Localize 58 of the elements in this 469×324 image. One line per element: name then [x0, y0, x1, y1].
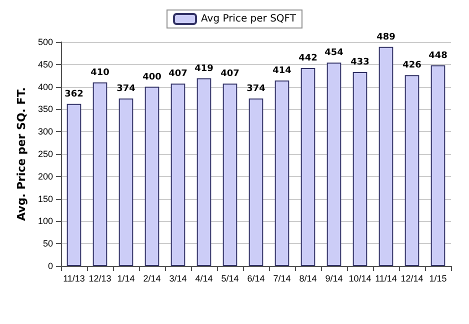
bar: [170, 84, 186, 266]
bar: [196, 78, 212, 266]
data-label: 407: [168, 69, 188, 80]
data-label: 442: [298, 53, 318, 64]
x-tick-label: 9/14: [325, 274, 343, 284]
data-label: 448: [428, 50, 448, 61]
data-label: 362: [64, 89, 84, 100]
data-label: 407: [220, 69, 240, 80]
y-tick-label: 450: [38, 59, 53, 70]
x-tick-label: 6/14: [247, 274, 265, 284]
y-tick-label: 100: [38, 216, 53, 226]
bar: [92, 82, 108, 266]
data-label: 374: [246, 84, 266, 94]
y-tick-label: 150: [38, 194, 53, 204]
y-tick-label: 350: [38, 104, 53, 114]
x-tick-label: 11/14: [375, 274, 397, 284]
y-axis-title: Avg. Price per SQ. FT.: [15, 87, 28, 221]
y-tick-label: 400: [38, 82, 53, 92]
x-tick-label: 3/14: [169, 274, 187, 284]
data-label: 426: [402, 60, 422, 71]
bar: [248, 98, 264, 266]
bar: [404, 75, 420, 266]
data-label: 414: [272, 66, 292, 76]
bar: [430, 65, 446, 266]
x-tick-label: 2/14: [143, 274, 161, 284]
bar: [118, 98, 134, 266]
bar: [300, 68, 316, 266]
x-tick-label: 4/14: [195, 274, 213, 284]
x-tick-label: 8/14: [299, 274, 317, 284]
bar: [352, 72, 368, 266]
x-tick-label: 10/14: [348, 274, 372, 284]
bar: [66, 104, 82, 266]
x-tick-label: 12/14: [400, 274, 424, 284]
data-label: 374: [116, 84, 136, 94]
data-label: 400: [142, 72, 162, 82]
y-tick-label: 300: [38, 126, 53, 137]
data-label: 419: [194, 64, 214, 74]
y-tick-label: 250: [38, 149, 53, 159]
x-tick-label: 7/14: [273, 274, 291, 284]
x-tick-label: 1/15: [429, 274, 447, 284]
bar: [274, 80, 290, 266]
y-tick-label: 200: [38, 171, 53, 182]
bar: [326, 62, 342, 266]
data-label: 410: [90, 68, 110, 78]
bar: [144, 86, 160, 266]
data-label: 433: [350, 58, 370, 68]
y-tick-label: 500: [38, 37, 53, 47]
y-tick-label: 0: [48, 261, 53, 271]
data-label: 454: [324, 48, 344, 58]
x-tick-label: 1/14: [117, 274, 135, 284]
y-tick-label: 50: [42, 238, 53, 249]
bar: [378, 46, 394, 266]
bar: [222, 84, 238, 266]
x-tick-label: 5/14: [221, 274, 239, 284]
data-label: 489: [376, 32, 396, 42]
x-tick-label: 12/13: [88, 274, 112, 284]
x-tick-label: 11/13: [63, 274, 85, 284]
legend-label: Avg Price per SQFT: [201, 14, 297, 24]
